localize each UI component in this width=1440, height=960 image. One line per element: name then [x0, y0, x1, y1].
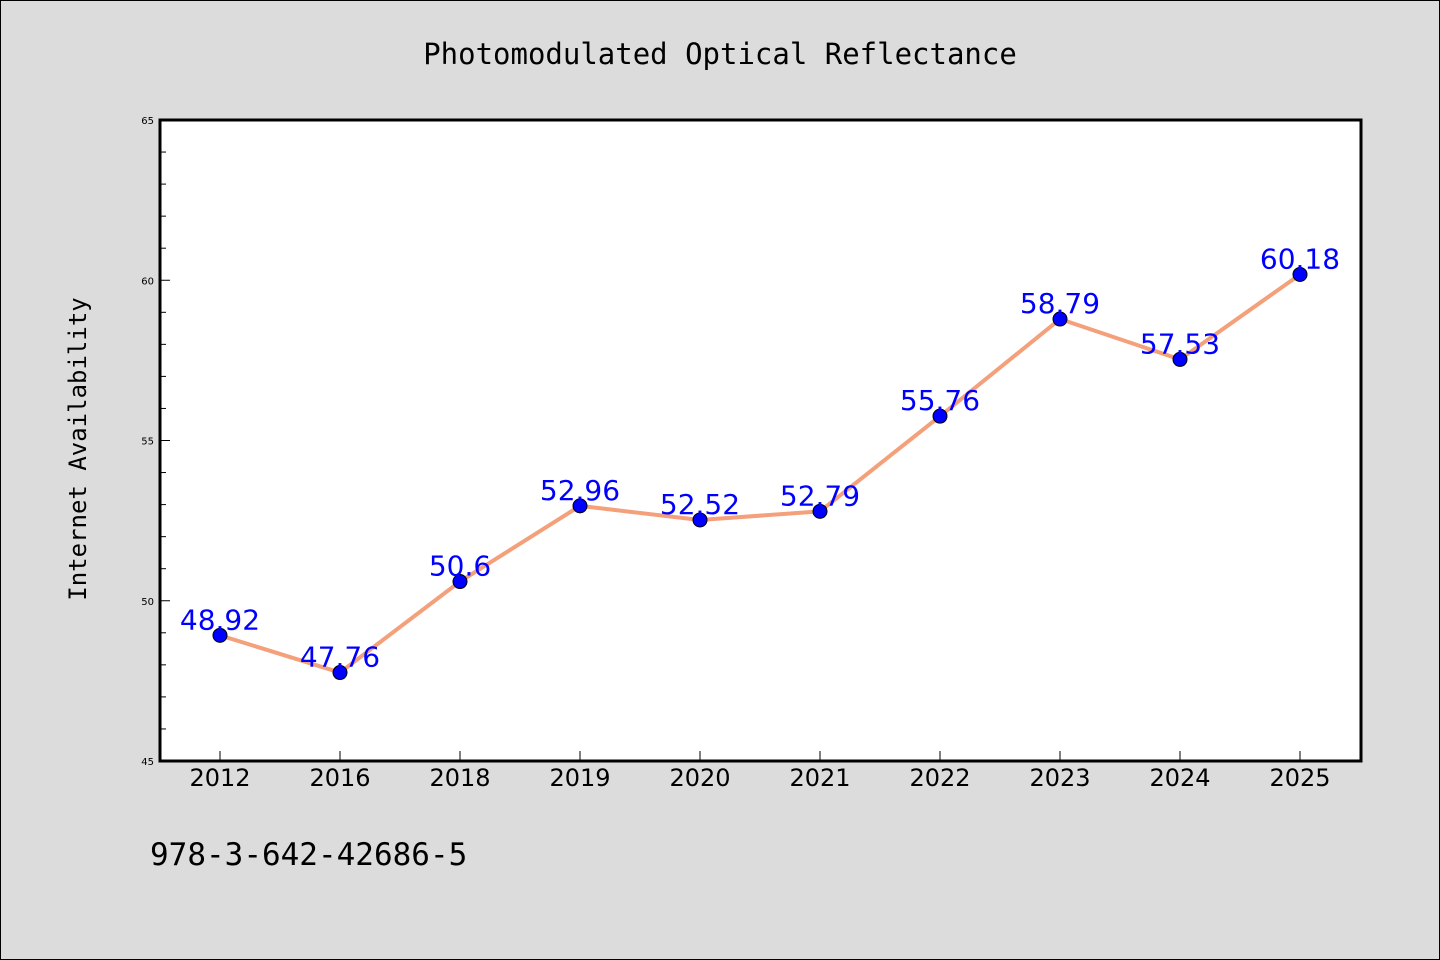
- x-tick-label: 2021: [789, 764, 850, 792]
- data-point: [932, 408, 948, 424]
- y-tick-label: 65: [141, 116, 154, 127]
- y-tick-label: 55: [141, 437, 154, 448]
- data-point: [572, 498, 588, 514]
- x-tick-label: 2018: [429, 764, 490, 792]
- y-tick-label: 45: [141, 757, 154, 768]
- x-tick-label: 2025: [1269, 764, 1330, 792]
- data-label: 50.6: [429, 550, 491, 583]
- x-axis: 2012 2016 2018 2019 2020 2021 2022 2023 2024 2025: [189, 751, 1331, 792]
- data-point: [1052, 311, 1068, 327]
- data-point: [212, 627, 228, 643]
- data-label: 52.96: [540, 474, 620, 507]
- data-point: [452, 574, 468, 590]
- data-label: 55.76: [900, 384, 980, 417]
- x-tick-label: 2022: [909, 764, 970, 792]
- data-point: [1172, 351, 1188, 367]
- chart-title: Photomodulated Optical Reflectance: [423, 37, 1017, 71]
- plot-area: [158, 118, 1363, 763]
- x-tick-label: 2012: [189, 764, 250, 792]
- data-point: [332, 665, 348, 681]
- x-tick-label: 2019: [549, 764, 610, 792]
- y-tick-label: 60: [141, 276, 154, 287]
- data-label: 60.18: [1260, 242, 1340, 275]
- x-tick-label: 2024: [1149, 764, 1210, 792]
- isbn-annotation: 978-3-642-42686-5: [150, 837, 467, 873]
- data-label: 48.92: [180, 603, 260, 636]
- series-layer: 48.92 47.76 50.6 52.96 52.52 52.79 55.76 58.79 5…: [180, 242, 1340, 681]
- data-label: 52.79: [780, 479, 860, 512]
- y-axis-label: Internet Availability: [64, 297, 92, 600]
- x-tick-label: 2023: [1029, 764, 1090, 792]
- y-tick-label: 50: [141, 597, 154, 608]
- data-label: 58.79: [1020, 287, 1100, 320]
- x-tick-label: 2020: [669, 764, 730, 792]
- series-line: [219, 272, 1302, 675]
- data-label: 47.76: [300, 641, 380, 674]
- data-label: 52.52: [660, 488, 740, 521]
- data-label: 57.53: [1140, 327, 1220, 360]
- data-point: [812, 503, 828, 519]
- data-point: [692, 512, 708, 528]
- data-point: [1292, 266, 1308, 282]
- y-axis: 45 50 55 60 65: [141, 116, 170, 768]
- x-tick-label: 2016: [309, 764, 370, 792]
